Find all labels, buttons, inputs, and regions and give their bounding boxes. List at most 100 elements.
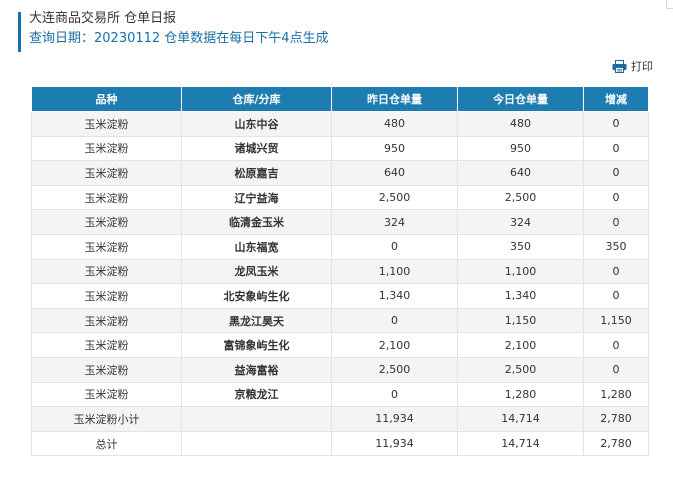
warehouse-cell: 山东福宽 xyxy=(181,233,332,260)
table-row: 玉米淀粉 北安象屿生化 1,340 1,340 0 xyxy=(31,283,649,309)
warehouse-cell: 益海富裕 xyxy=(181,356,332,383)
yesterday-quantity-cell: 1,100 xyxy=(331,258,458,285)
yesterday-quantity-cell: 324 xyxy=(331,209,458,235)
table-row: 玉米淀粉 松原嘉吉 640 640 0 xyxy=(31,160,649,186)
change-cell: 0 xyxy=(583,332,649,358)
print-button[interactable]: 打印 xyxy=(612,58,653,74)
yesterday-quantity-cell: 2,500 xyxy=(331,356,458,383)
today-quantity-cell: 1,100 xyxy=(457,258,584,285)
warehouse-cell: 京粮龙江 xyxy=(181,381,332,408)
change-cell: 1,280 xyxy=(583,381,649,408)
product-cell: 玉米淀粉 xyxy=(31,135,182,162)
warehouse-cell: 临清金玉米 xyxy=(181,209,332,235)
table-row: 玉米淀粉 龙凤玉米 1,100 1,100 0 xyxy=(31,258,649,285)
yesterday-quantity-cell: 1,340 xyxy=(331,283,458,309)
table-row: 玉米淀粉 山东福宽 0 350 350 xyxy=(31,233,649,260)
table-row: 玉米淀粉 山东中谷 480 480 0 xyxy=(31,111,649,137)
change-cell: 0 xyxy=(583,184,649,211)
yesterday-quantity-cell: 0 xyxy=(331,381,458,408)
today-quantity-cell: 324 xyxy=(457,209,584,235)
subtotal-yesterday-cell: 11,934 xyxy=(331,406,458,432)
yesterday-quantity-cell: 2,500 xyxy=(331,184,458,211)
printer-icon xyxy=(612,59,627,73)
warehouse-cell: 辽宁益海 xyxy=(181,184,332,211)
subtotal-label-cell: 玉米淀粉小计 xyxy=(31,406,182,432)
change-cell: 0 xyxy=(583,135,649,162)
today-quantity-cell: 480 xyxy=(457,111,584,137)
warehouse-cell: 松原嘉吉 xyxy=(181,160,332,186)
product-cell: 玉米淀粉 xyxy=(31,307,182,334)
total-row: 总计 11,934 14,714 2,780 xyxy=(31,430,649,457)
product-cell: 玉米淀粉 xyxy=(31,233,182,260)
yesterday-quantity-cell: 0 xyxy=(331,307,458,334)
column-header: 昨日仓单量 xyxy=(331,86,458,112)
warehouse-cell: 富锦象屿生化 xyxy=(181,332,332,358)
today-quantity-cell: 2,500 xyxy=(457,356,584,383)
today-quantity-cell: 1,150 xyxy=(457,307,584,334)
product-cell: 玉米淀粉 xyxy=(31,160,182,186)
today-quantity-cell: 2,100 xyxy=(457,332,584,358)
subtotal-today-cell: 14,714 xyxy=(457,406,584,432)
change-cell: 1,150 xyxy=(583,307,649,334)
subtotal-change-cell: 2,780 xyxy=(583,406,649,432)
table-row: 玉米淀粉 诸城兴贸 950 950 0 xyxy=(31,135,649,162)
today-quantity-cell: 1,280 xyxy=(457,381,584,408)
today-quantity-cell: 1,340 xyxy=(457,283,584,309)
warehouse-cell: 龙凤玉米 xyxy=(181,258,332,285)
change-cell: 0 xyxy=(583,283,649,309)
yesterday-quantity-cell: 640 xyxy=(331,160,458,186)
today-quantity-cell: 2,500 xyxy=(457,184,584,211)
table-row: 玉米淀粉 辽宁益海 2,500 2,500 0 xyxy=(31,184,649,211)
subtotal-row: 玉米淀粉小计 11,934 14,714 2,780 xyxy=(31,406,649,432)
table-row: 玉米淀粉 黑龙江昊天 0 1,150 1,150 xyxy=(31,307,649,334)
table-row: 玉米淀粉 益海富裕 2,500 2,500 0 xyxy=(31,356,649,383)
column-header: 增减 xyxy=(583,86,649,112)
total-label-cell: 总计 xyxy=(31,430,182,457)
empty-warehouse-cell xyxy=(181,430,332,457)
report-header: 大连商品交易所 仓单日报 查询日期：20230112 仓单数据在每日下午4点生成 xyxy=(18,11,329,52)
warehouse-cell: 诸城兴贸 xyxy=(181,135,332,162)
table-row: 玉米淀粉 京粮龙江 0 1,280 1,280 xyxy=(31,381,649,408)
product-cell: 玉米淀粉 xyxy=(31,184,182,211)
today-quantity-cell: 950 xyxy=(457,135,584,162)
today-quantity-cell: 640 xyxy=(457,160,584,186)
product-cell: 玉米淀粉 xyxy=(31,332,182,358)
total-change-cell: 2,780 xyxy=(583,430,649,457)
product-cell: 玉米淀粉 xyxy=(31,356,182,383)
corner-divider xyxy=(666,0,673,9)
change-cell: 350 xyxy=(583,233,649,260)
table-header-row: 品种 仓库/分库 昨日仓单量 今日仓单量 增减 xyxy=(31,86,649,112)
warehouse-receipt-table: 品种 仓库/分库 昨日仓单量 今日仓单量 增减 玉米淀粉 山东中谷 480 480 0 玉米淀粉诸… xyxy=(31,86,649,457)
change-cell: 0 xyxy=(583,209,649,235)
column-header: 品种 xyxy=(31,86,182,112)
warehouse-cell: 黑龙江昊天 xyxy=(181,307,332,334)
query-date-subtitle: 查询日期：20230112 仓单数据在每日下午4点生成 xyxy=(29,31,329,46)
yesterday-quantity-cell: 0 xyxy=(331,233,458,260)
product-cell: 玉米淀粉 xyxy=(31,258,182,285)
today-quantity-cell: 350 xyxy=(457,233,584,260)
product-cell: 玉米淀粉 xyxy=(31,209,182,235)
yesterday-quantity-cell: 2,100 xyxy=(331,332,458,358)
product-cell: 玉米淀粉 xyxy=(31,283,182,309)
warehouse-cell: 北安象屿生化 xyxy=(181,283,332,309)
column-header: 今日仓单量 xyxy=(457,86,584,112)
empty-warehouse-cell xyxy=(181,406,332,432)
total-today-cell: 14,714 xyxy=(457,430,584,457)
column-header: 仓库/分库 xyxy=(181,86,332,112)
change-cell: 0 xyxy=(583,356,649,383)
print-label: 打印 xyxy=(631,60,653,73)
yesterday-quantity-cell: 480 xyxy=(331,111,458,137)
table-row: 玉米淀粉 临清金玉米 324 324 0 xyxy=(31,209,649,235)
yesterday-quantity-cell: 950 xyxy=(331,135,458,162)
table-row: 玉米淀粉 富锦象屿生化 2,100 2,100 0 xyxy=(31,332,649,358)
change-cell: 0 xyxy=(583,111,649,137)
warehouse-cell: 山东中谷 xyxy=(181,111,332,137)
product-cell: 玉米淀粉 xyxy=(31,381,182,408)
change-cell: 0 xyxy=(583,160,649,186)
page-title: 大连商品交易所 仓单日报 xyxy=(29,11,177,26)
total-yesterday-cell: 11,934 xyxy=(331,430,458,457)
product-cell: 玉米淀粉 xyxy=(31,111,182,137)
change-cell: 0 xyxy=(583,258,649,285)
table-body: 玉米淀粉 山东中谷 480 480 0 玉米淀粉 诸城兴贸 950 950 0 玉米淀粉 松原嘉吉 64… xyxy=(31,111,649,457)
